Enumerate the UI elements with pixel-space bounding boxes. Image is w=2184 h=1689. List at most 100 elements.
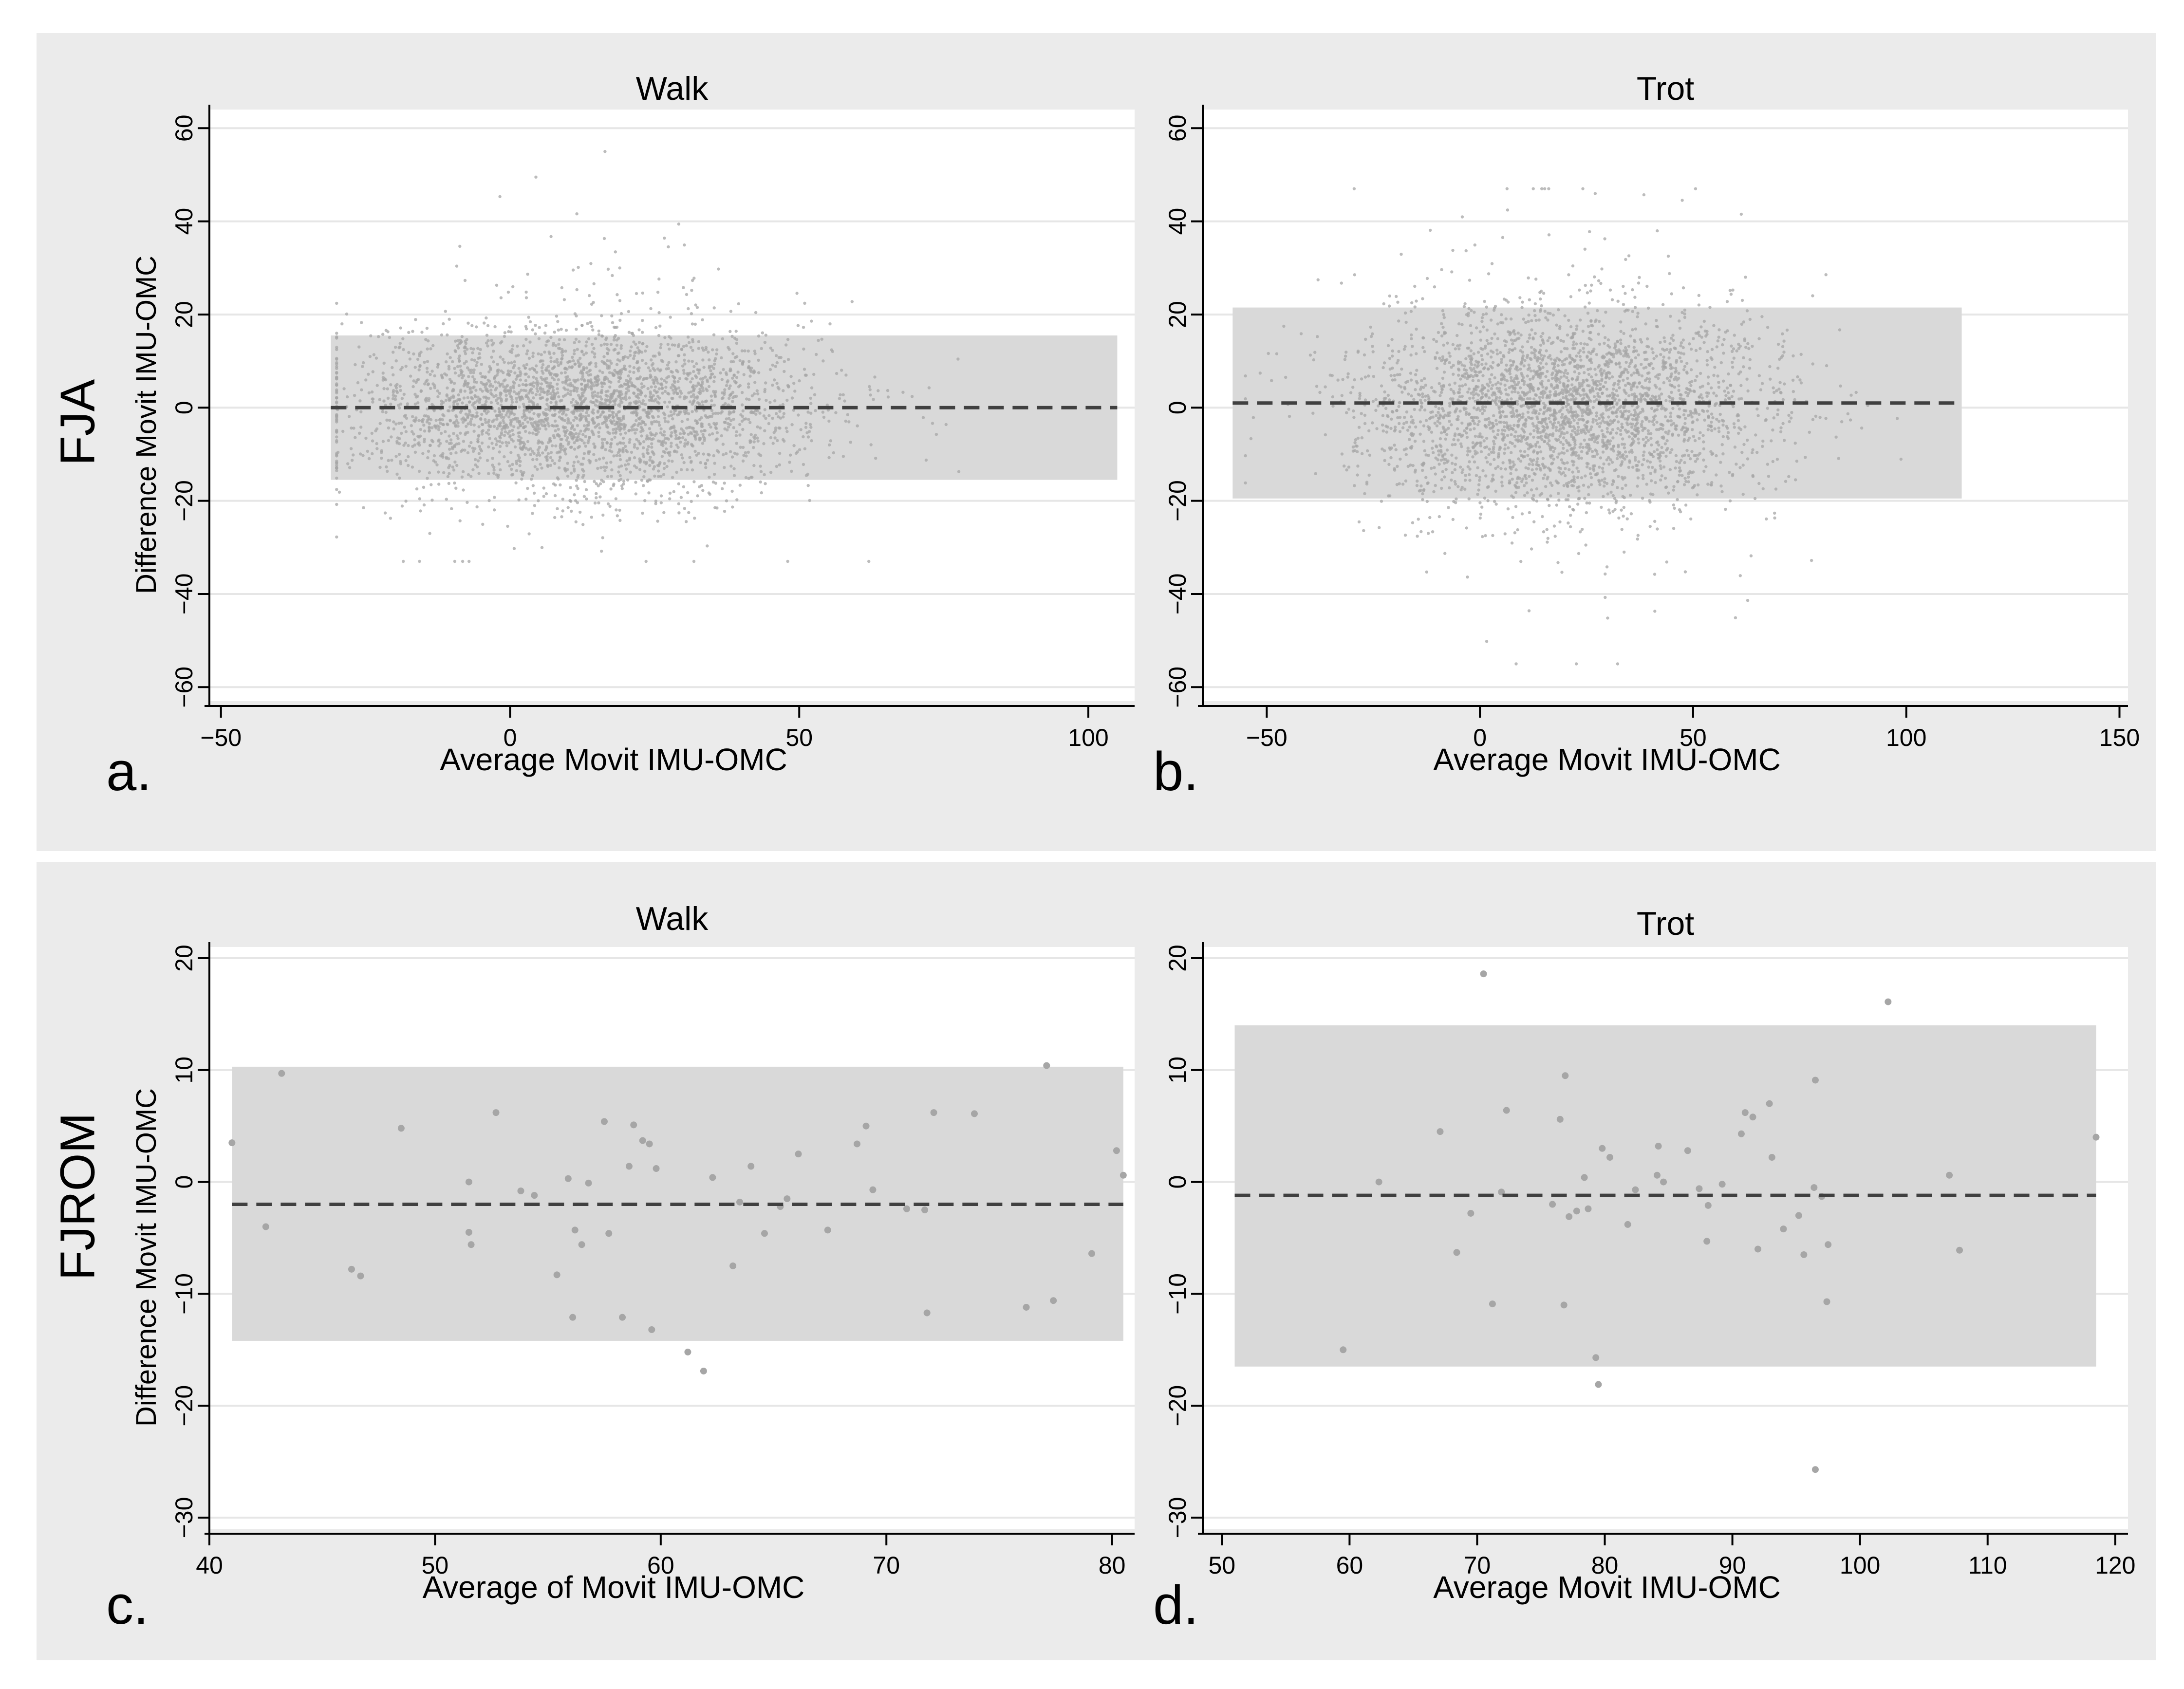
data-point [564, 329, 568, 332]
data-point [1761, 487, 1765, 491]
data-point [572, 461, 576, 464]
data-point [580, 377, 583, 381]
data-point [1482, 439, 1486, 443]
data-point [437, 425, 441, 428]
data-point [729, 360, 733, 364]
data-point [515, 397, 518, 400]
data-point [1352, 416, 1356, 419]
data-point [459, 364, 462, 368]
data-point [510, 348, 514, 351]
data-point [335, 430, 338, 434]
data-point [633, 445, 636, 449]
data-point [1592, 395, 1596, 398]
data-point [434, 419, 438, 422]
data-point [714, 411, 718, 415]
data-point [619, 312, 623, 316]
data-point [580, 323, 584, 327]
data-point [601, 513, 605, 517]
data-point [1710, 420, 1713, 424]
data-point [682, 286, 685, 289]
data-point [450, 507, 453, 511]
data-point [1588, 501, 1591, 505]
data-point [481, 423, 485, 427]
data-point [400, 421, 403, 425]
data-point [372, 353, 376, 356]
data-point [565, 378, 568, 381]
data-point [455, 264, 459, 268]
data-point [759, 470, 763, 473]
data-point [1507, 446, 1510, 449]
data-point [1721, 379, 1725, 383]
data-point [663, 379, 666, 382]
data-point [1393, 373, 1396, 377]
data-point [709, 375, 712, 379]
data-point [615, 363, 619, 366]
data-point [392, 393, 395, 397]
data-point [499, 436, 502, 440]
data-point [1627, 345, 1631, 348]
data-point [452, 389, 455, 392]
data-point [1678, 326, 1682, 330]
data-point [808, 423, 812, 426]
data-point [695, 453, 698, 457]
data-point [419, 390, 423, 393]
data-point [653, 354, 657, 358]
data-point [417, 435, 421, 439]
data-point [356, 381, 360, 385]
data-points [1244, 187, 1903, 666]
data-point [448, 356, 452, 359]
data-point [588, 450, 592, 453]
data-point [575, 328, 578, 331]
data-point [549, 396, 553, 399]
data-point [1494, 419, 1498, 423]
data-point [480, 375, 484, 379]
data-point [387, 439, 391, 443]
data-point [1616, 299, 1620, 303]
data-point [1453, 468, 1456, 471]
data-point [1757, 337, 1761, 340]
data-point [1604, 336, 1607, 339]
data-point [1585, 465, 1589, 469]
data-point [618, 318, 622, 322]
data-point [1345, 468, 1348, 472]
data-point [788, 461, 791, 464]
data-point [1507, 351, 1511, 354]
data-point [817, 339, 820, 342]
data-point [828, 322, 832, 326]
data-point [644, 362, 648, 365]
data-point [573, 467, 576, 471]
data-point [646, 451, 649, 455]
data-point [1421, 468, 1424, 472]
data-point [472, 368, 476, 371]
data-point [1527, 276, 1530, 279]
data-point [1654, 481, 1657, 484]
data-point [610, 468, 614, 472]
x-tick-label: 50 [785, 724, 813, 751]
data-point [548, 439, 552, 442]
data-point [786, 338, 790, 341]
data-point [477, 433, 481, 437]
data-point [529, 417, 532, 421]
data-point [1669, 411, 1673, 415]
data-point [554, 419, 557, 423]
data-point [555, 451, 559, 455]
data-point [399, 389, 402, 392]
data-point [654, 500, 658, 503]
data-point [437, 470, 440, 474]
data-point [1518, 296, 1522, 299]
data-point [562, 298, 566, 301]
data-point [724, 421, 727, 424]
y-axis-label: Difference Movit IMU-OMC [131, 256, 162, 594]
data-point [672, 412, 676, 416]
data-point [700, 384, 703, 388]
data-point [413, 450, 417, 454]
data-point [578, 432, 581, 436]
data-point [810, 319, 813, 323]
data-point [1415, 369, 1419, 372]
data-point [1585, 511, 1588, 515]
data-point [1520, 480, 1524, 483]
data-point [541, 424, 544, 427]
data-point [491, 446, 495, 450]
data-point [428, 444, 432, 447]
data-point [394, 359, 398, 363]
